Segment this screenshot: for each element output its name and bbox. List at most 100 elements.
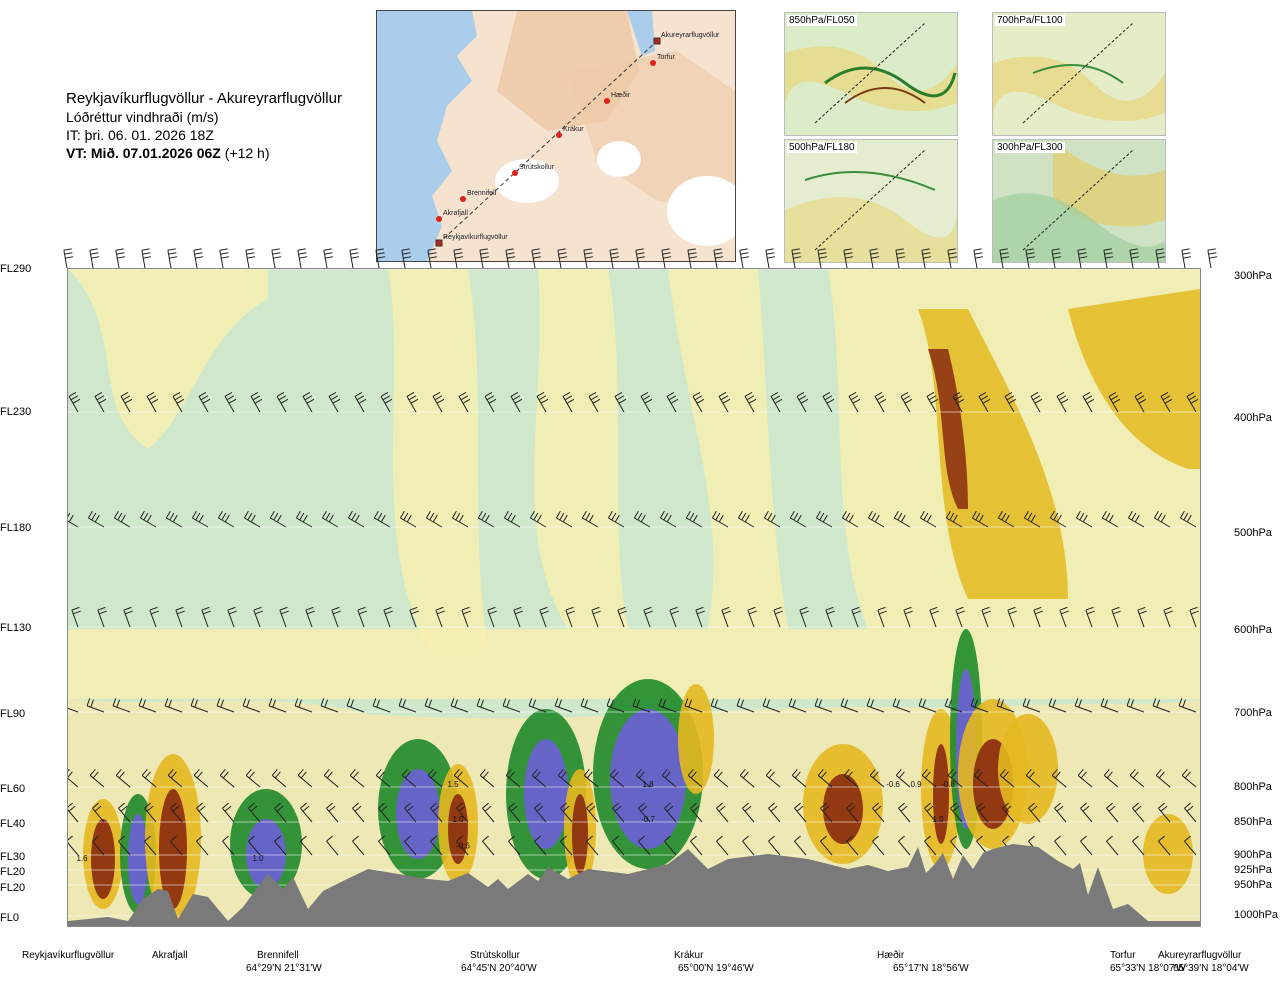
- wind-barb-feather: [1106, 802, 1113, 809]
- map-point-label: Akrafjall: [443, 210, 468, 217]
- top-wind-barb-feather: [220, 252, 229, 255]
- issue-time: IT: þri. 06. 01. 2026 18Z: [66, 127, 214, 143]
- wind-barb-feather: [690, 835, 697, 842]
- top-wind-barb: [869, 250, 874, 268]
- wind-barb: [502, 705, 521, 713]
- wind-barb-feather: [242, 698, 247, 707]
- wind-barb: [378, 840, 391, 856]
- wind-barb-feather: [822, 805, 830, 812]
- wind-barb-feather: [583, 768, 590, 776]
- top-wind-barb-feather: [507, 256, 516, 259]
- top-wind-barb-feather: [325, 256, 334, 259]
- wind-barb-feather: [905, 610, 913, 615]
- top-wind-barb: [1077, 250, 1082, 268]
- wind-barb: [1154, 517, 1171, 528]
- wind-barb-feather: [536, 514, 542, 523]
- wind-barb: [450, 705, 469, 713]
- wind-barb: [770, 396, 781, 413]
- wind-barb-feather: [274, 835, 281, 842]
- wind-barb: [372, 705, 391, 713]
- wind-barb: [791, 775, 807, 788]
- wind-barb-feather: [1137, 606, 1146, 611]
- wind-barb-feather: [125, 610, 133, 615]
- wind-barb-feather: [146, 514, 152, 523]
- wind-barb: [788, 705, 807, 713]
- wind-barb: [328, 396, 339, 413]
- top-wind-barb-feather: [375, 248, 384, 251]
- wind-barb: [947, 775, 963, 788]
- wind-barb-feather: [484, 391, 493, 397]
- wind-barb-feather: [1108, 391, 1117, 397]
- wind-barb-feather: [1134, 391, 1143, 397]
- wind-barb-feather: [221, 512, 227, 521]
- wind-barb-feather: [346, 698, 351, 707]
- top-wind-barb-feather: [169, 256, 178, 259]
- top-wind-barb-feather: [1156, 252, 1165, 255]
- wind-barb: [92, 807, 105, 823]
- top-wind-barb-feather: [1052, 252, 1061, 255]
- wind-barb-feather: [614, 514, 620, 523]
- wind-barb-feather: [432, 514, 438, 523]
- top-wind-barb-feather: [1155, 248, 1164, 251]
- wind-barb: [898, 840, 911, 856]
- top-wind-barb: [167, 250, 172, 268]
- wind-barb: [149, 609, 157, 628]
- wind-barb-feather: [278, 395, 287, 401]
- top-wind-barb: [1207, 250, 1212, 268]
- wind-barb-feather: [1079, 512, 1085, 521]
- wind-barb-feather: [98, 398, 107, 404]
- wind-barb: [898, 807, 911, 823]
- top-wind-barb-feather: [479, 248, 488, 251]
- wind-barb-feather: [1132, 802, 1139, 809]
- wind-barb-feather: [432, 391, 441, 397]
- wind-barb: [196, 807, 209, 823]
- wind-barb-feather: [253, 606, 262, 611]
- wind-barb-feather: [276, 514, 282, 523]
- wind-barb-feather: [512, 395, 521, 401]
- wind-barb-feather: [900, 805, 908, 812]
- wind-barb-feather: [482, 835, 489, 842]
- wind-barb-feather: [248, 835, 255, 842]
- wind-barb: [738, 517, 755, 528]
- wind-barb: [401, 775, 417, 788]
- top-wind-barb: [349, 250, 354, 268]
- wind-barb-feather: [408, 395, 417, 401]
- wind-barb-feather: [1110, 395, 1119, 401]
- top-wind-barb-feather: [1182, 252, 1191, 255]
- wind-barb: [820, 840, 833, 856]
- p-label: 300hPa: [1234, 270, 1272, 282]
- wind-barb: [981, 609, 989, 628]
- wind-barb: [877, 609, 885, 628]
- wind-barb-feather: [458, 391, 467, 397]
- top-wind-barb-feather: [219, 248, 228, 251]
- wind-barb-feather: [350, 699, 355, 708]
- wind-barb-feather: [928, 395, 937, 401]
- top-wind-barb-feather: [1078, 252, 1087, 255]
- wind-barb-feather: [1186, 805, 1194, 812]
- wind-barb: [1025, 775, 1041, 788]
- wind-barb: [796, 396, 807, 413]
- wind-barb: [1051, 775, 1067, 788]
- wind-barb-feather: [952, 391, 961, 397]
- wind-barb-feather: [320, 698, 325, 707]
- wind-barb-feather: [1108, 514, 1114, 523]
- wind-barb-feather: [411, 610, 419, 615]
- top-wind-barb-feather: [221, 256, 230, 259]
- wind-barb-feather: [616, 395, 625, 401]
- wind-barb-feather: [536, 391, 545, 397]
- wind-barb-feather: [692, 514, 698, 523]
- top-wind-barb: [1103, 250, 1108, 268]
- top-wind-barb-feather: [871, 256, 880, 259]
- wind-barb: [632, 705, 651, 713]
- valid-time-lead: (+12 h): [224, 145, 270, 161]
- wind-barb-feather: [352, 771, 359, 779]
- top-wind-barb-feather: [245, 248, 254, 251]
- wind-barb-feather: [976, 835, 983, 842]
- wind-barb-feather: [560, 835, 567, 842]
- p-label: 900hPa: [1234, 849, 1272, 861]
- wind-barb-feather: [323, 768, 330, 776]
- wind-barb-feather: [190, 698, 195, 707]
- wind-barb: [972, 517, 989, 528]
- wind-barb-feather: [792, 699, 797, 708]
- wind-barb-feather: [669, 606, 678, 611]
